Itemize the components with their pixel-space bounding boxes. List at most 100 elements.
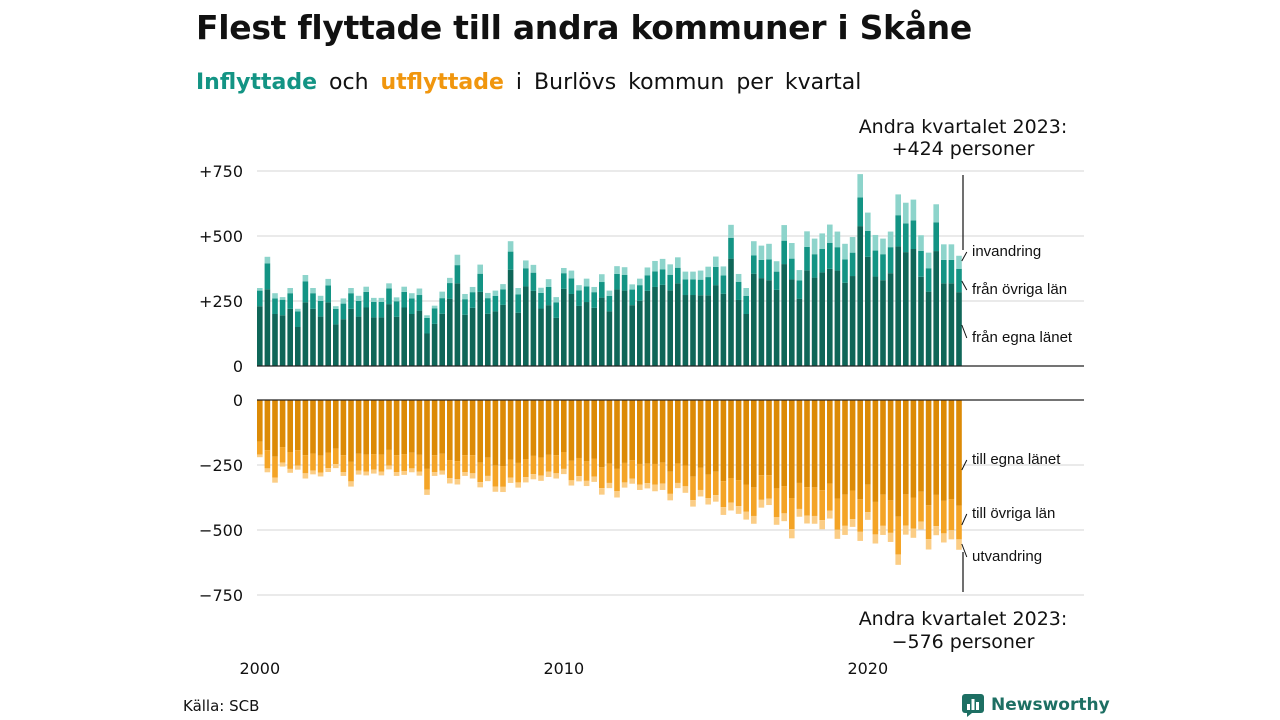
bar-in-other-counties bbox=[682, 279, 689, 296]
bar-in-own-county bbox=[386, 304, 392, 366]
bar-out-own-county bbox=[948, 400, 955, 500]
bar-in-immigration bbox=[918, 235, 924, 251]
bar-out-other-counties bbox=[439, 453, 445, 471]
bar-out-other-counties bbox=[431, 455, 438, 473]
bar-out-other-counties bbox=[333, 448, 339, 465]
bar-in-other-counties bbox=[872, 250, 879, 277]
bar-out-other-counties bbox=[675, 463, 681, 483]
bar-out-other-counties bbox=[827, 483, 833, 511]
segment-pointer bbox=[961, 251, 968, 262]
bar-out-other-counties bbox=[545, 454, 552, 472]
bar-out-other-counties bbox=[804, 487, 810, 516]
bar-out-emigration bbox=[416, 471, 423, 476]
bar-out-other-counties bbox=[378, 454, 385, 472]
bar-in-other-counties bbox=[857, 197, 863, 227]
bar-in-own-county bbox=[378, 317, 385, 366]
bar-out-own-county bbox=[469, 400, 476, 456]
bar-out-own-county bbox=[568, 400, 575, 461]
bar-in-other-counties bbox=[340, 303, 347, 320]
bar-out-emigration bbox=[751, 515, 757, 524]
bar-in-own-county bbox=[371, 317, 377, 366]
bar-in-immigration bbox=[849, 237, 856, 253]
bar-in-own-county bbox=[583, 302, 590, 366]
bar-in-other-counties bbox=[416, 295, 423, 311]
bar-in-own-county bbox=[804, 270, 810, 366]
bar-in-immigration bbox=[264, 256, 271, 264]
bar-in-other-counties bbox=[431, 308, 438, 324]
bar-out-emigration bbox=[667, 493, 673, 501]
bar-out-other-counties bbox=[576, 457, 582, 477]
bar-in-other-counties bbox=[371, 301, 377, 318]
bar-out-emigration bbox=[644, 483, 651, 489]
bar-out-other-counties bbox=[933, 494, 939, 527]
bar-in-own-county bbox=[325, 302, 331, 366]
bar-in-other-counties bbox=[500, 289, 506, 305]
bar-out-own-county bbox=[393, 400, 400, 456]
y-tick-label-out: −750 bbox=[199, 586, 243, 605]
bar-out-own-county bbox=[386, 400, 392, 450]
bar-in-immigration bbox=[295, 308, 301, 312]
bar-out-emigration bbox=[325, 468, 331, 473]
bar-out-emigration bbox=[872, 534, 879, 544]
bar-in-immigration bbox=[895, 194, 901, 216]
bar-in-other-counties bbox=[378, 301, 385, 318]
bar-in-other-counties bbox=[355, 301, 362, 317]
bar-in-own-county bbox=[918, 276, 924, 366]
bar-in-other-counties bbox=[849, 252, 856, 277]
bar-in-own-county bbox=[454, 283, 461, 366]
bar-in-immigration bbox=[766, 243, 772, 260]
bar-out-emigration bbox=[287, 468, 293, 473]
bar-out-other-counties bbox=[735, 480, 742, 507]
bar-out-emigration bbox=[500, 486, 506, 493]
y-tick-label-out: 0 bbox=[233, 391, 243, 410]
bar-out-other-counties bbox=[728, 478, 734, 503]
bar-in-immigration bbox=[621, 267, 628, 275]
bar-out-own-county bbox=[728, 400, 734, 478]
brand-name: Newsworthy bbox=[991, 695, 1110, 715]
bar-out-own-county bbox=[925, 400, 932, 506]
bar-out-emigration bbox=[903, 525, 909, 535]
bar-in-own-county bbox=[667, 290, 673, 366]
bar-in-other-counties bbox=[279, 299, 286, 316]
bottom-annotation-line1: Andra kvartalet 2023: bbox=[859, 608, 1068, 630]
bar-out-own-county bbox=[462, 400, 468, 456]
bar-out-own-county bbox=[637, 400, 643, 464]
bar-out-other-counties bbox=[910, 497, 917, 529]
bar-in-own-county bbox=[743, 314, 749, 366]
bar-in-immigration bbox=[545, 279, 552, 287]
bar-in-immigration bbox=[485, 292, 491, 299]
bar-out-own-county bbox=[773, 400, 780, 489]
bar-in-immigration bbox=[941, 244, 947, 260]
bar-out-other-counties bbox=[705, 474, 711, 499]
bar-in-own-county bbox=[751, 273, 757, 366]
bar-out-own-county bbox=[583, 400, 590, 462]
bar-in-immigration bbox=[690, 271, 696, 280]
bar-out-emigration bbox=[728, 502, 734, 511]
bar-out-emigration bbox=[591, 476, 597, 482]
bar-in-own-county bbox=[348, 308, 354, 366]
bar-in-other-counties bbox=[614, 273, 620, 290]
bar-out-own-county bbox=[621, 400, 628, 463]
bar-in-own-county bbox=[735, 299, 742, 366]
bar-out-other-counties bbox=[599, 467, 605, 489]
bar-out-emigration bbox=[948, 530, 955, 540]
bar-in-own-county bbox=[439, 313, 445, 366]
bar-out-emigration bbox=[530, 474, 537, 480]
bar-out-own-county bbox=[378, 400, 385, 455]
bar-out-other-counties bbox=[310, 453, 316, 471]
bar-out-emigration bbox=[333, 464, 339, 469]
bar-out-own-county bbox=[355, 400, 362, 454]
bar-out-emigration bbox=[545, 471, 552, 477]
bar-out-other-counties bbox=[424, 468, 430, 490]
bar-in-own-county bbox=[545, 305, 552, 366]
bar-in-own-county bbox=[264, 289, 271, 366]
bar-out-own-county bbox=[811, 400, 818, 488]
newsworthy-logo[interactable]: Newsworthy bbox=[961, 693, 1110, 717]
bar-out-own-county bbox=[652, 400, 658, 464]
bar-out-own-county bbox=[272, 400, 278, 457]
subtitle-och: och bbox=[329, 70, 369, 95]
bar-out-emigration bbox=[424, 489, 430, 495]
bar-in-own-county bbox=[903, 252, 909, 366]
bar-in-own-county bbox=[644, 290, 651, 366]
bar-in-own-county bbox=[728, 258, 734, 366]
